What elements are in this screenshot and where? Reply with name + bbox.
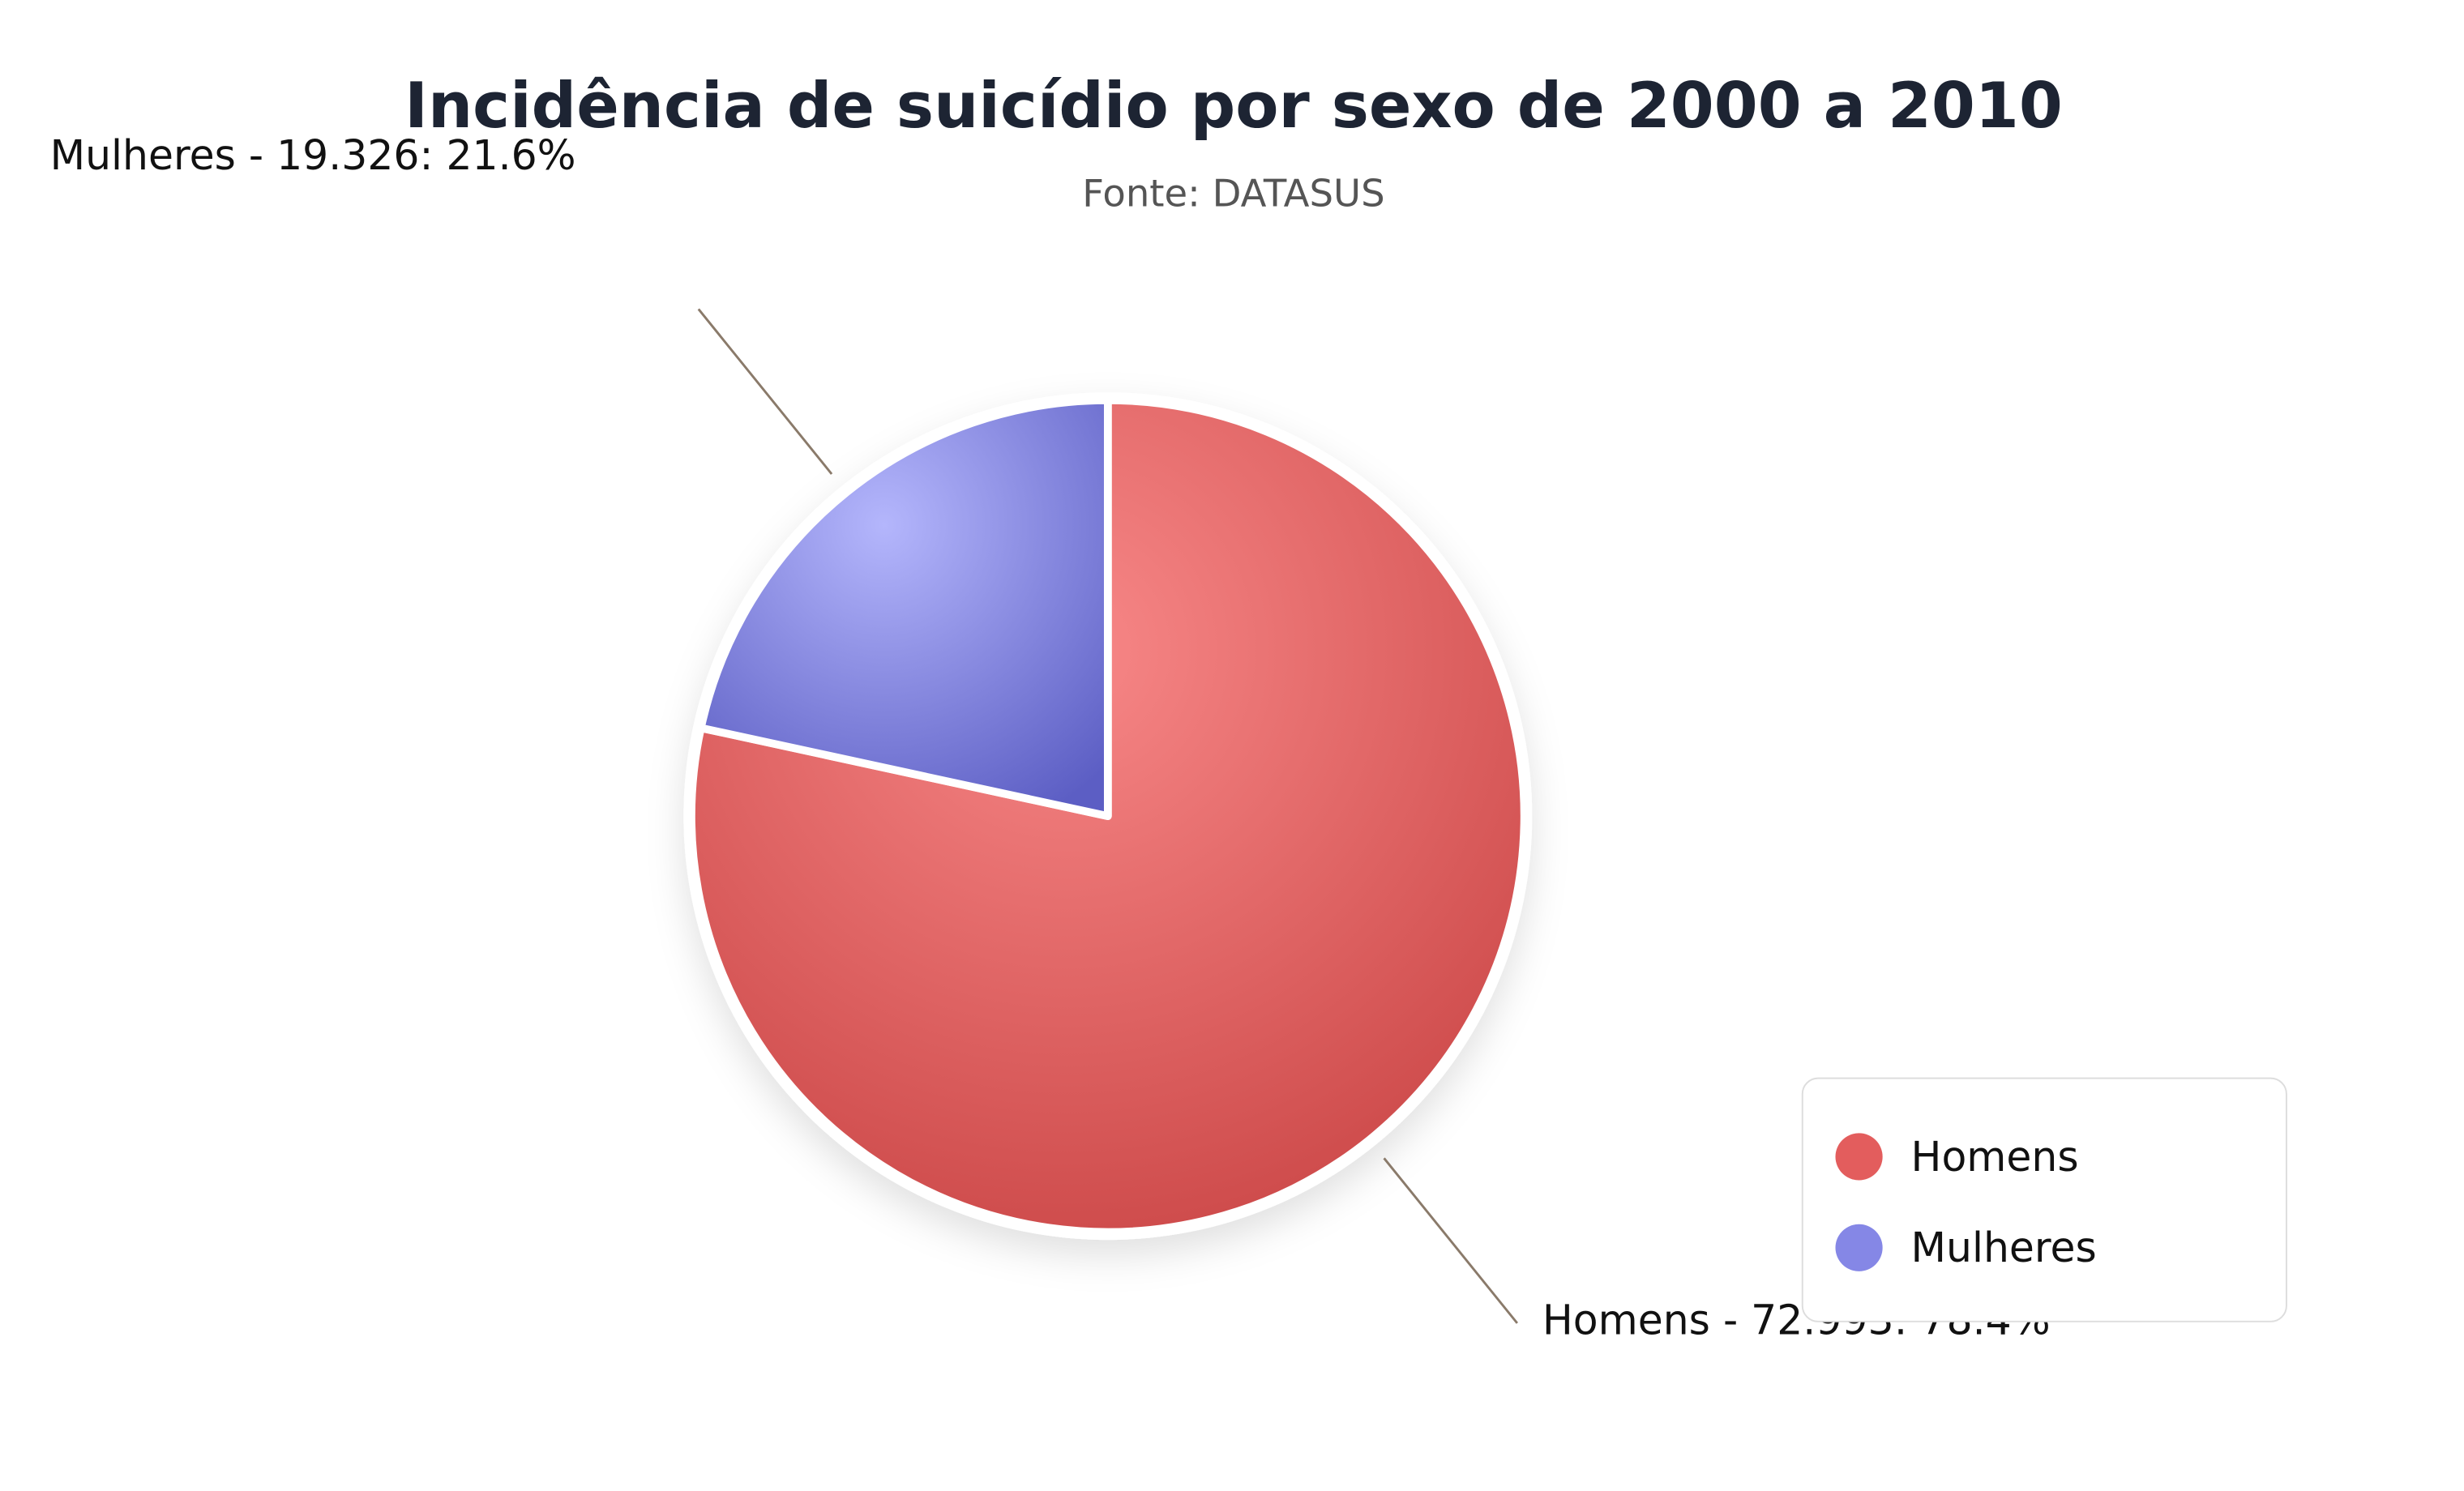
chart-title: Incidência de suicídio por sexo de 2000 … [404, 70, 2063, 143]
data-label: Mulheres - 19.326: 21.6% [50, 131, 576, 179]
legend-box [1801, 1077, 2287, 1322]
data-labels: Homens - 72.993: 78.4%Mulheres - 19.326:… [50, 131, 2051, 1344]
legend-marker [1835, 1133, 1883, 1181]
label-connector [1383, 1157, 1519, 1324]
legend-label: Mulheres [1911, 1224, 2097, 1271]
chart-subtitle: Fonte: DATASUS [1082, 172, 1384, 216]
legend-label: Homens [1911, 1133, 2079, 1181]
pie [687, 396, 1529, 1237]
label-connector [697, 308, 833, 475]
legend: Homens Mulheres [1801, 1077, 2287, 1322]
pie-slice [696, 396, 1112, 820]
pie-slice [687, 396, 1529, 1237]
legend-marker [1835, 1224, 1883, 1271]
